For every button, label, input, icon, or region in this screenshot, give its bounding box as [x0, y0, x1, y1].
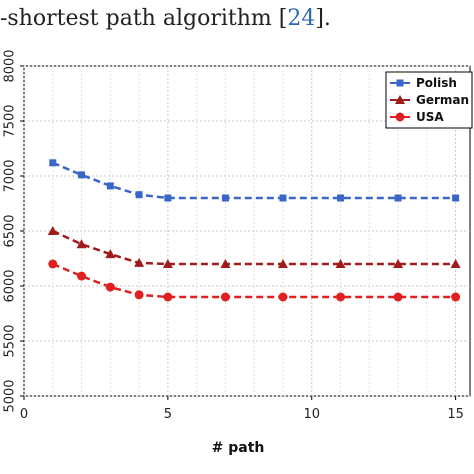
data-point [221, 194, 229, 202]
data-point [76, 239, 87, 249]
data-point [450, 259, 461, 268]
data-point [162, 259, 173, 268]
data-point [105, 249, 116, 259]
data-point [451, 292, 461, 302]
legend-marker [395, 95, 405, 104]
series-group [47, 159, 461, 302]
legend-item-polish: Polish [390, 76, 457, 90]
data-point [336, 292, 346, 302]
citation-link[interactable]: 24 [287, 6, 316, 31]
data-point [393, 292, 403, 302]
legend: Polish German USA [385, 71, 473, 129]
legend-label: Polish [416, 76, 457, 90]
data-point [77, 271, 87, 281]
x-tick-label: 0 [20, 407, 28, 422]
legend-marker [396, 79, 404, 87]
x-tick-label: 10 [303, 407, 320, 422]
data-point [134, 257, 145, 267]
series-polish [49, 159, 460, 202]
series-usa [48, 259, 461, 302]
series-line [52, 262, 456, 299]
data-point [277, 259, 288, 268]
data-point [106, 182, 114, 190]
caption-main: -shortest path algorithm [ [0, 6, 288, 31]
caption-text: -shortest path algorithm [24]. [0, 2, 474, 36]
data-point [337, 194, 345, 202]
data-point [394, 194, 402, 202]
caption-suffix: ]. [315, 6, 331, 31]
series-line [52, 161, 456, 200]
legend-label: German [416, 93, 469, 107]
data-point [164, 194, 172, 202]
legend-item-usa: USA [390, 110, 444, 124]
legend-label: USA [416, 110, 444, 124]
data-point [105, 282, 115, 292]
x-tick-label: 5 [164, 407, 172, 422]
data-point [47, 226, 58, 235]
data-point [48, 259, 58, 269]
data-point [220, 259, 231, 268]
y-tick-label: 7500 [3, 104, 18, 137]
legend-item-german: German [390, 93, 469, 107]
y-tick-label: 8000 [3, 49, 18, 82]
data-point [279, 194, 287, 202]
data-point [49, 159, 57, 167]
y-tick-label: 6500 [3, 214, 18, 247]
data-point [134, 290, 144, 300]
data-point [78, 171, 86, 179]
data-point [135, 191, 143, 199]
data-point [452, 194, 460, 202]
x-tick-label: 15 [447, 407, 464, 422]
data-point [335, 259, 346, 268]
data-point [278, 292, 288, 302]
y-tick-label: 7000 [3, 159, 18, 192]
y-tick-label: 5500 [3, 324, 18, 357]
y-tick-label: 5000 [3, 379, 18, 412]
legend-marker [395, 112, 405, 122]
y-tick-label: 6000 [3, 269, 18, 302]
data-point [393, 259, 404, 268]
series-german [47, 226, 461, 268]
series-line [52, 229, 456, 266]
data-point [220, 292, 230, 302]
data-point [163, 292, 173, 302]
axis-ticks: 5000 5500 6000 6500 7000 7500 8000 0 5 10 15 [3, 49, 464, 422]
x-axis-title: # path [212, 440, 265, 456]
